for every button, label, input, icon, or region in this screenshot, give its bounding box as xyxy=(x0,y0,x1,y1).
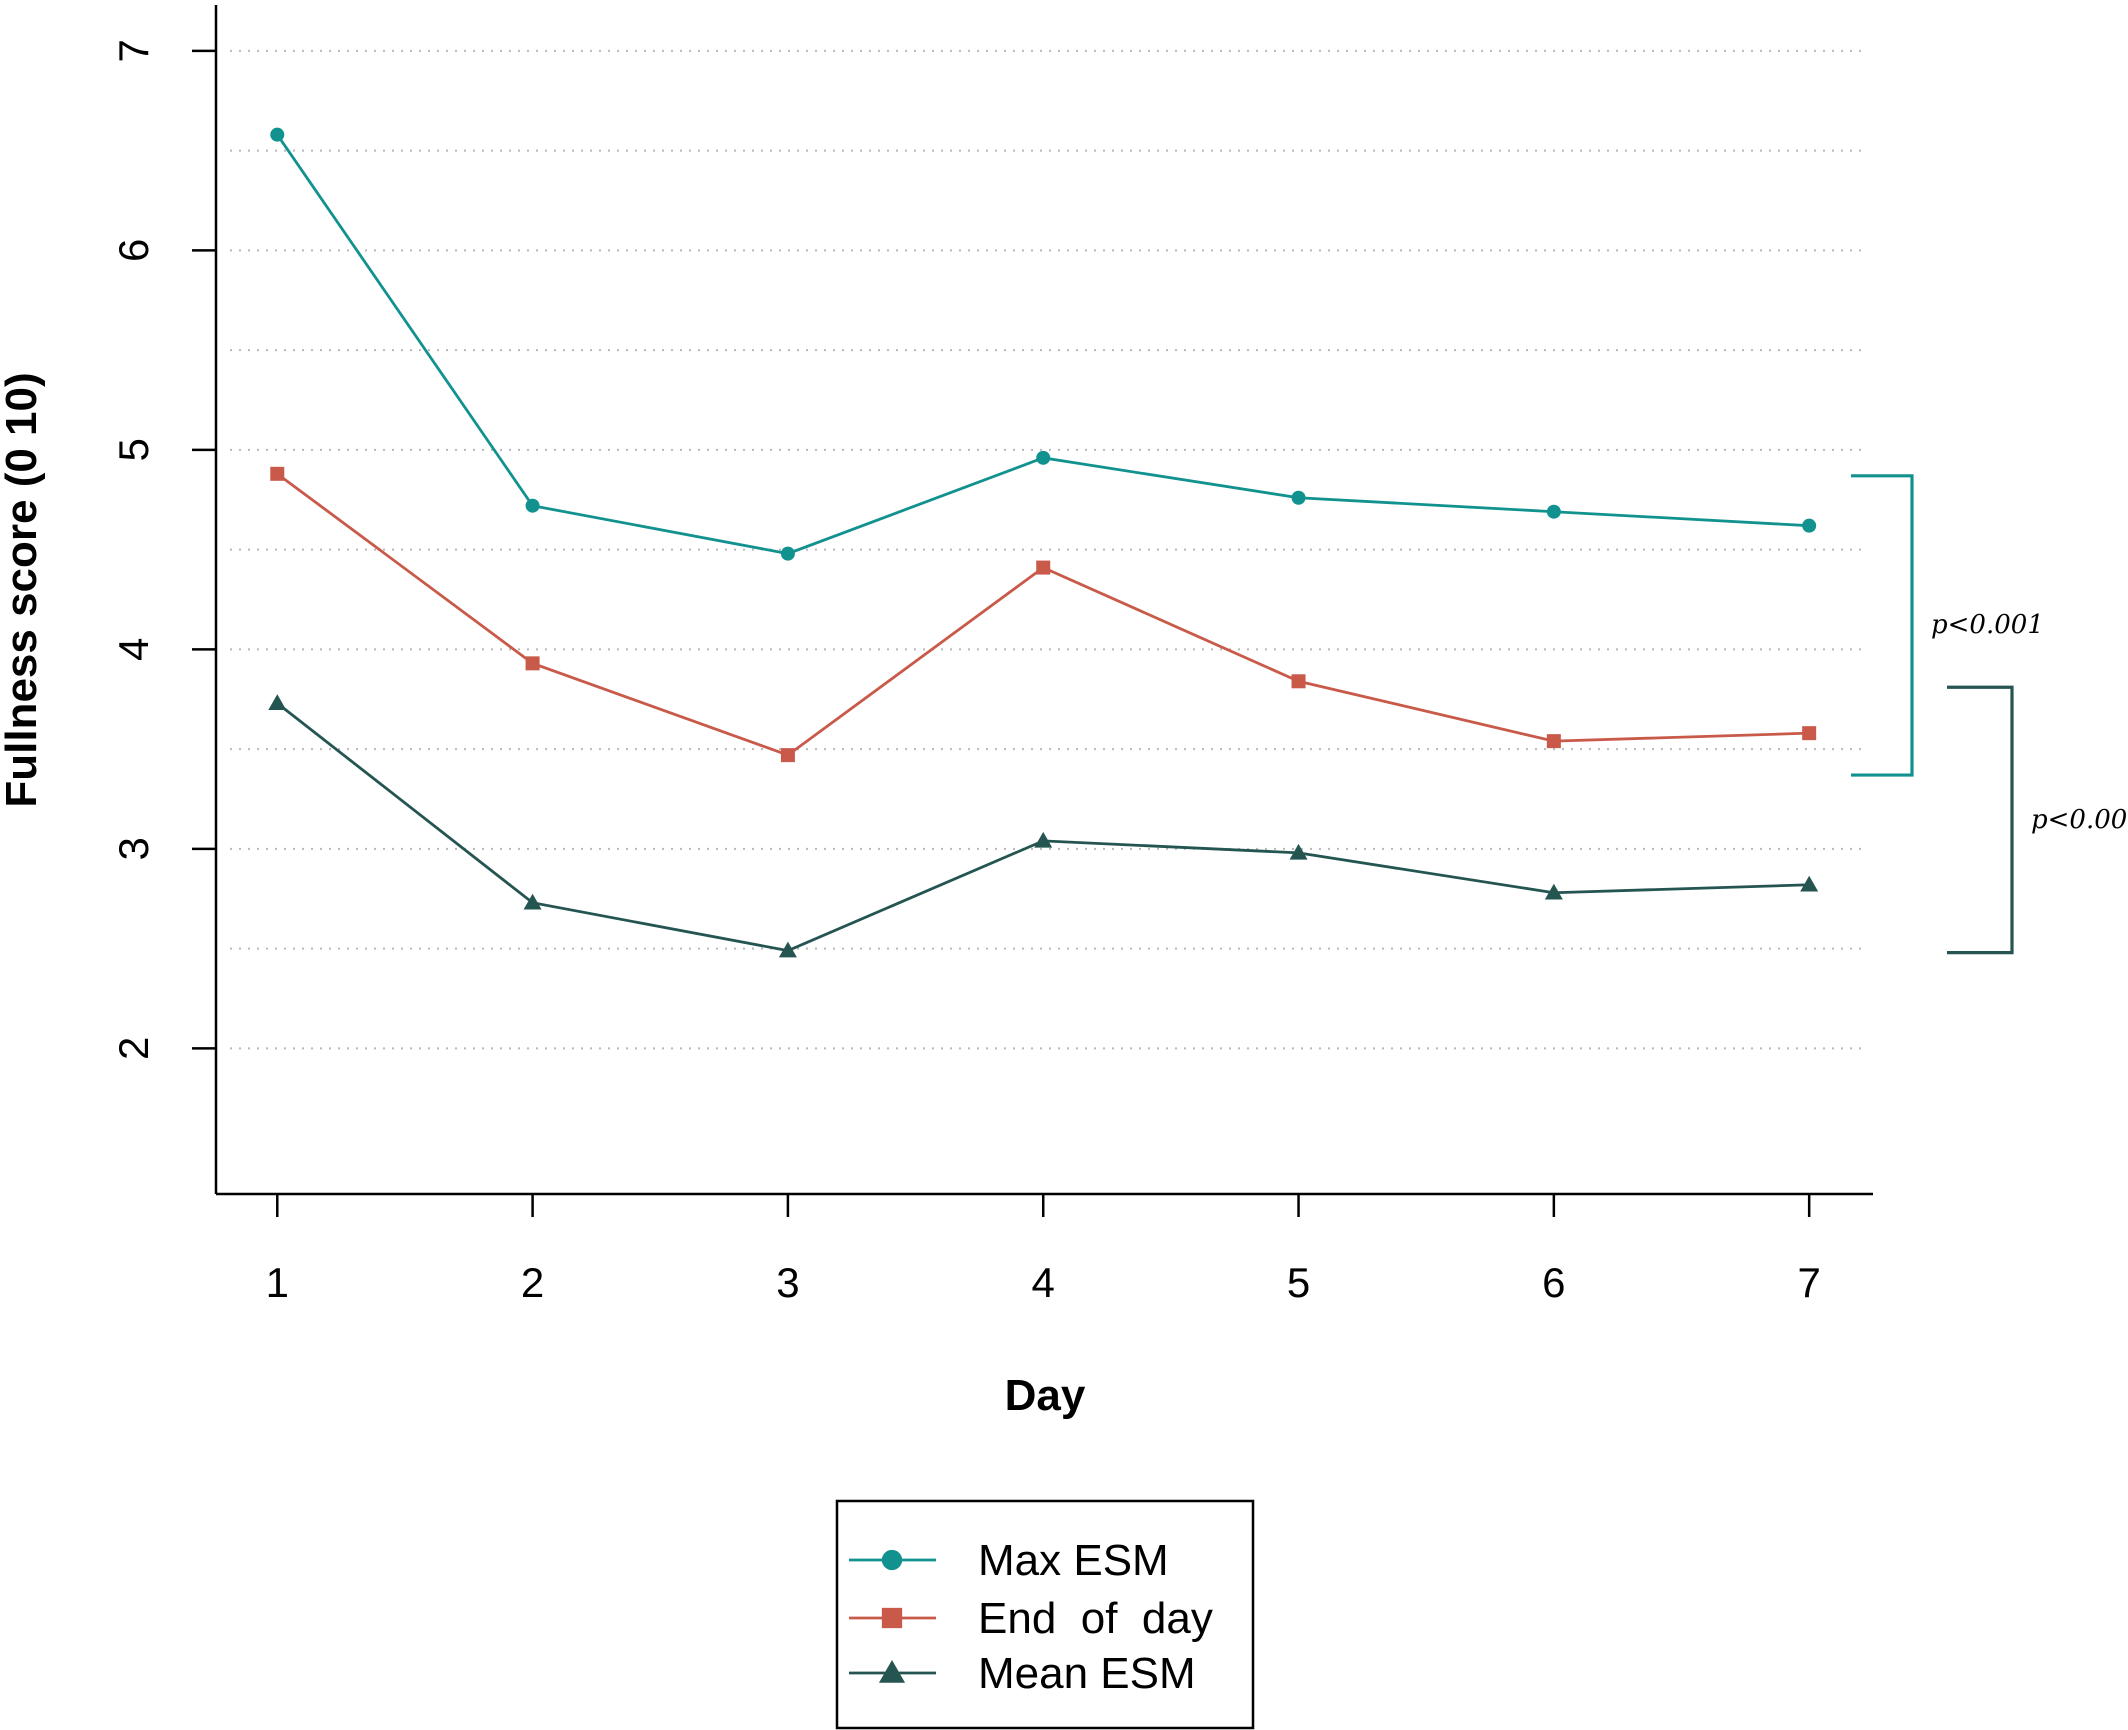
data-point xyxy=(1546,734,1561,749)
data-point xyxy=(270,127,285,142)
x-axis-label: Day xyxy=(1005,1371,1086,1420)
data-point xyxy=(268,694,287,710)
series-line xyxy=(276,133,1810,556)
data-point xyxy=(780,546,795,561)
legend-item: Max ESM xyxy=(849,1536,1169,1585)
legend-swatch-marker xyxy=(881,1549,903,1571)
data-point xyxy=(1802,726,1817,741)
data-point xyxy=(1800,875,1819,892)
x-tick-label: 7 xyxy=(1797,1259,1820,1306)
series-1 xyxy=(270,127,1817,561)
x-tick-label: 1 xyxy=(266,1259,289,1306)
data-point xyxy=(1802,518,1817,533)
legend-swatch-marker xyxy=(878,1659,906,1683)
x-tick-label: 3 xyxy=(776,1259,799,1306)
data-point xyxy=(1036,450,1051,465)
series-2 xyxy=(270,466,1817,763)
p-value-label: p<0.001 xyxy=(2031,805,2128,835)
x-tick-label: 4 xyxy=(1032,1259,1055,1306)
legend-label: End of day xyxy=(978,1594,1213,1643)
legend-items: Max ESM End of day Mean ESM xyxy=(849,1536,1213,1698)
legend-swatch-marker xyxy=(881,1607,903,1629)
y-tick-label: 4 xyxy=(110,638,157,661)
legend-item: End of day xyxy=(849,1594,1213,1643)
series-line xyxy=(276,472,1810,757)
y-tick-label: 6 xyxy=(110,239,157,262)
data-point xyxy=(525,656,540,671)
y-axis-label: Fullness score (0 10) xyxy=(0,372,46,807)
data-point xyxy=(270,466,285,481)
legend: Max ESM End of day Mean ESM xyxy=(835,1499,1255,1730)
data-point xyxy=(1034,831,1053,848)
axes xyxy=(214,5,1873,1196)
series-3 xyxy=(268,694,1819,958)
data-point xyxy=(1289,843,1308,860)
legend-label: Mean ESM xyxy=(978,1649,1196,1698)
significance-brackets: p<0.001 p<0.001 xyxy=(1851,474,2128,955)
data-point xyxy=(780,748,795,763)
y-tick-label: 7 xyxy=(110,39,157,62)
significance-bracket xyxy=(1851,474,1914,777)
data-point xyxy=(1546,504,1561,519)
significance-bracket xyxy=(1947,685,2014,955)
legend-item: Mean ESM xyxy=(849,1649,1196,1698)
x-tick-label: 6 xyxy=(1542,1259,1565,1306)
data-point xyxy=(1291,490,1306,505)
gridlines xyxy=(230,49,1868,1050)
data-point xyxy=(1036,560,1051,575)
data-point xyxy=(523,893,542,910)
x-axis-ticks: 1 2 3 4 5 6 7 xyxy=(266,1194,1821,1306)
y-tick-label: 2 xyxy=(110,1037,157,1060)
x-tick-label: 5 xyxy=(1287,1259,1310,1306)
data-point xyxy=(525,498,540,513)
data-point xyxy=(778,941,797,958)
y-tick-label: 3 xyxy=(110,837,157,860)
data-point xyxy=(1291,674,1306,689)
series xyxy=(268,127,1819,958)
y-tick-label: 5 xyxy=(110,438,157,461)
y-axis-ticks: 2 3 4 5 6 7 xyxy=(110,39,216,1060)
legend-label: Max ESM xyxy=(978,1536,1169,1585)
x-tick-label: 2 xyxy=(521,1259,544,1306)
data-point xyxy=(1544,883,1563,900)
legend-box xyxy=(835,1499,1255,1730)
p-value-label: p<0.001 xyxy=(1931,610,2044,640)
